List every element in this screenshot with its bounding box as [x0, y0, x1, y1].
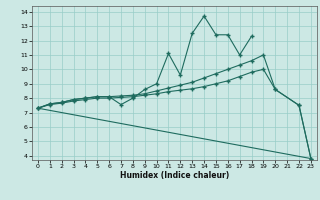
X-axis label: Humidex (Indice chaleur): Humidex (Indice chaleur)	[120, 171, 229, 180]
